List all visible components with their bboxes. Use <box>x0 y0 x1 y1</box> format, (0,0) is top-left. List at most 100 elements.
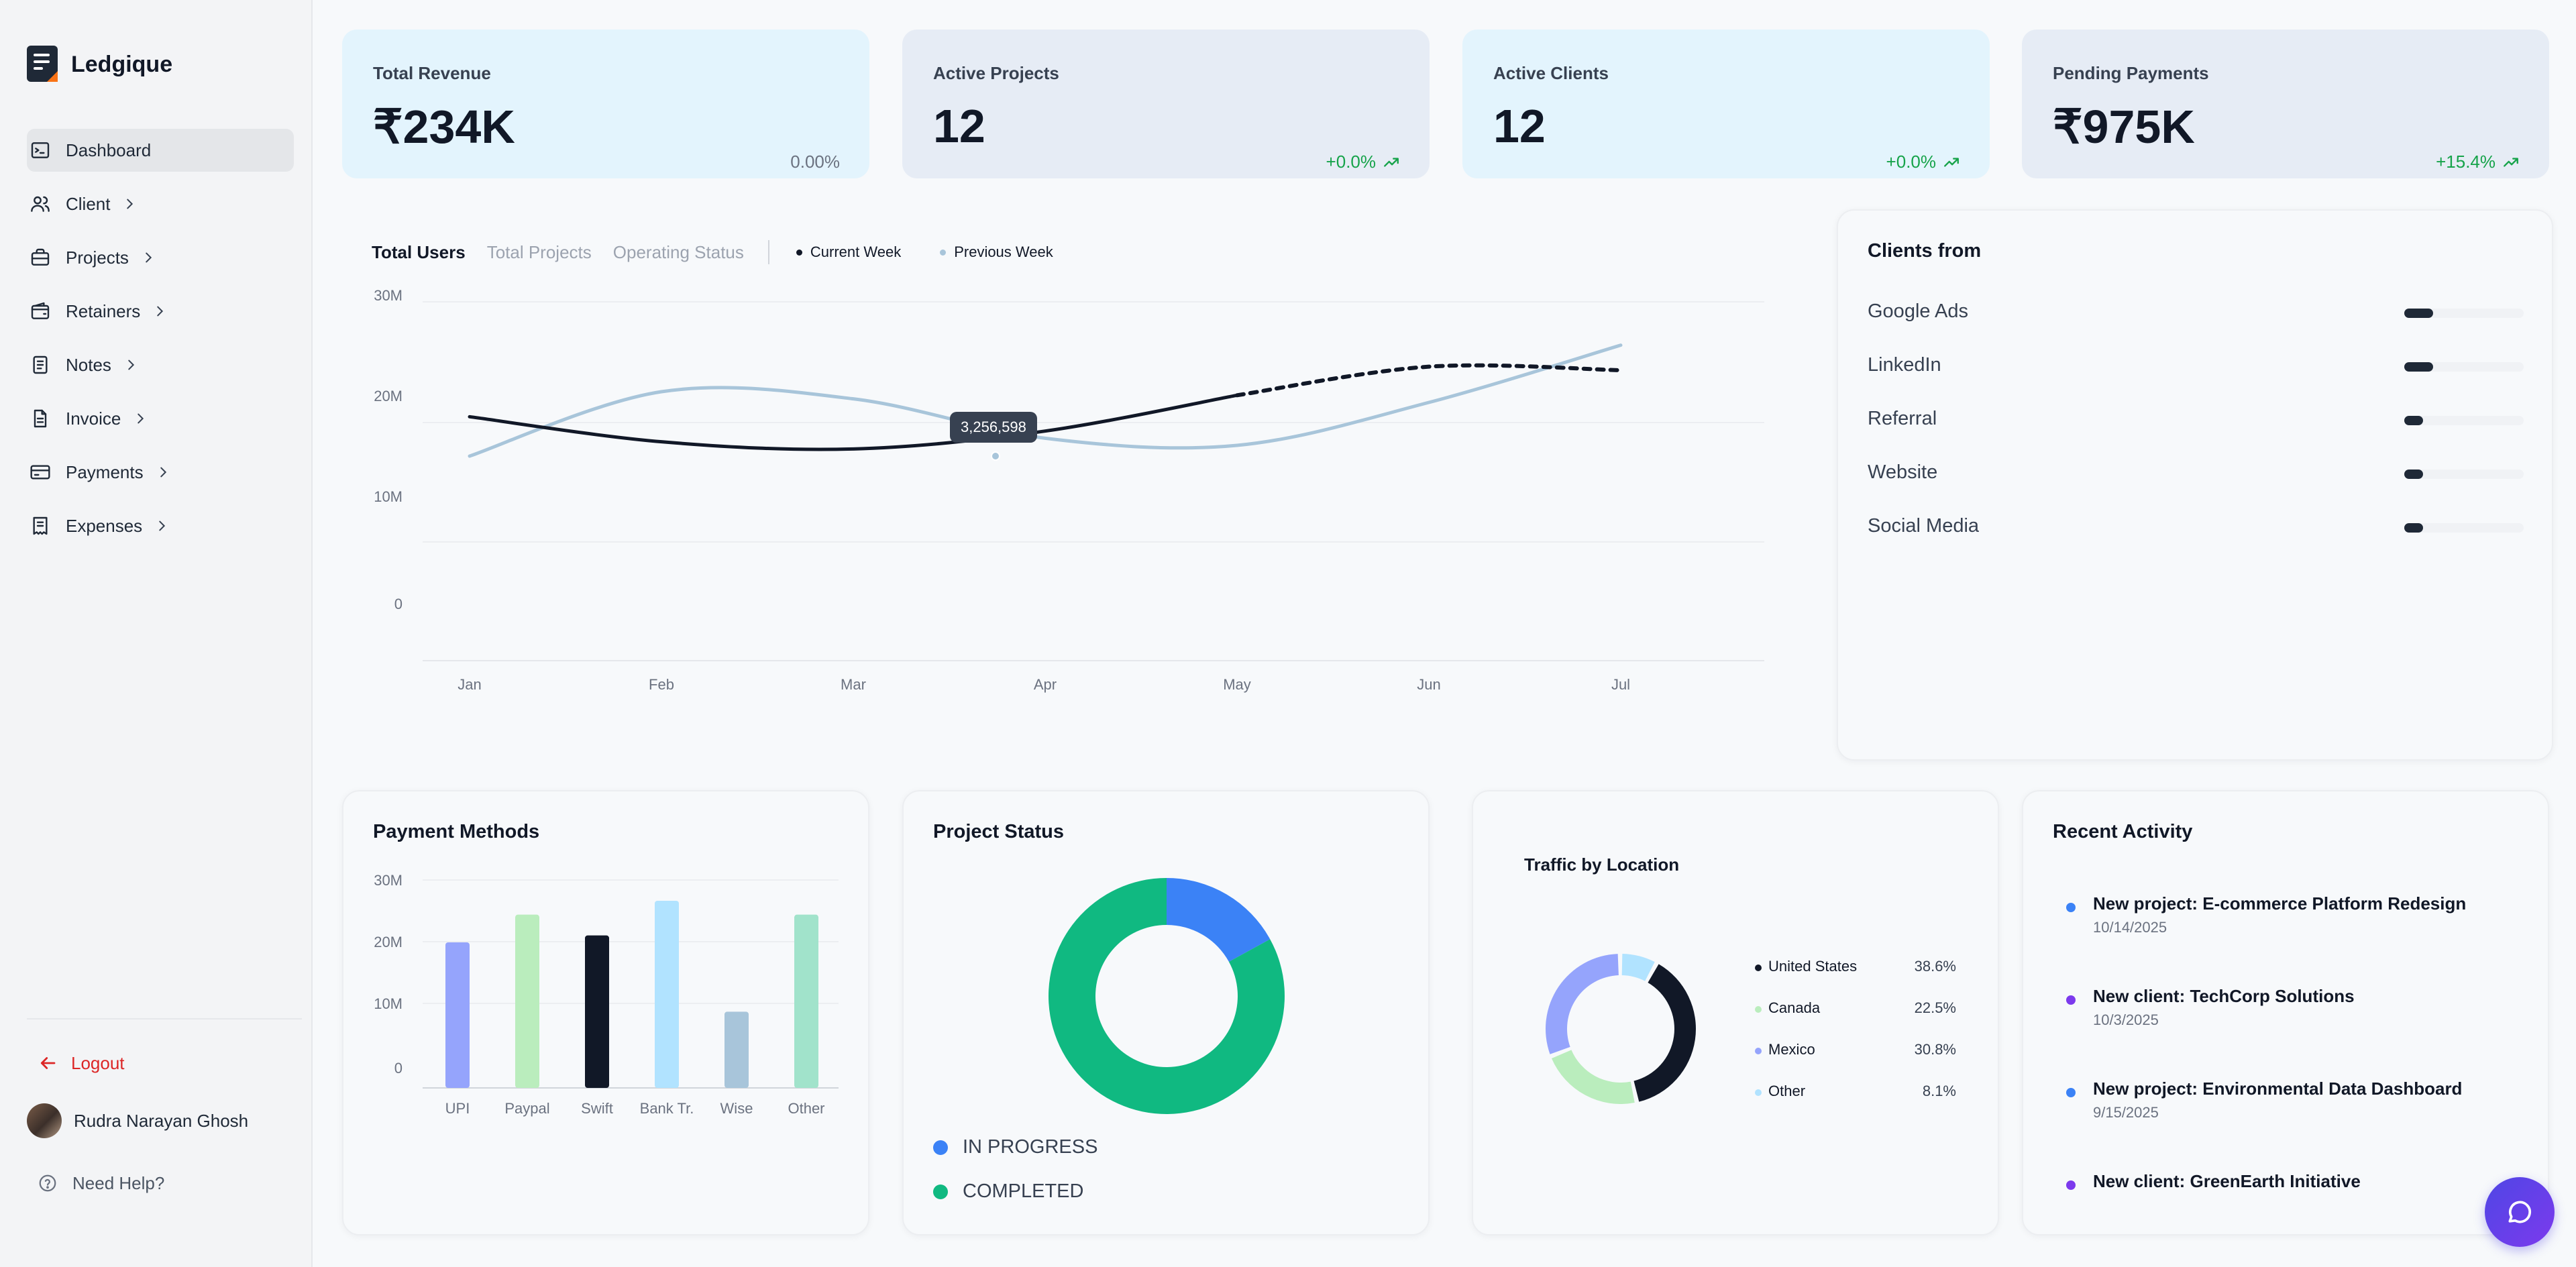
stat-label: Active Clients <box>1493 63 1609 83</box>
activity-title: New project: E-commerce Platform Redesig… <box>2093 893 2467 914</box>
sidebar-item-label: Retainers <box>66 300 141 321</box>
y-tick-label: 30M <box>374 287 402 304</box>
tab-divider <box>767 240 769 264</box>
source-row-linkedin: LinkedIn <box>1868 353 2524 380</box>
y-tick-label: 30M <box>374 872 402 889</box>
legend-completed: COMPLETED <box>933 1180 1083 1203</box>
sidebar-item-label: Invoice <box>66 408 121 429</box>
tab-operating-status[interactable]: Operating Status <box>612 241 744 262</box>
sidebar-item-dashboard[interactable]: Dashboard <box>27 129 294 172</box>
stat-card-total-revenue: Total Revenue ₹234K 0.00% <box>342 30 869 178</box>
source-bar-track <box>2404 470 2524 479</box>
x-tick-label: Feb <box>649 676 674 693</box>
sidebar-item-client[interactable]: Client <box>27 182 294 225</box>
x-tick-label: Jun <box>1417 676 1440 693</box>
source-row-social-media: Social Media <box>1868 514 2524 541</box>
source-label: Social Media <box>1868 515 1980 537</box>
recent-activity-title: Recent Activity <box>2053 821 2193 842</box>
sidebar-item-notes[interactable]: Notes <box>27 343 294 386</box>
stat-label: Pending Payments <box>2053 63 2209 83</box>
traffic-row-other: Other 8.1% <box>1755 1081 1956 1104</box>
stat-change: +0.0% <box>1326 152 1400 172</box>
source-label: LinkedIn <box>1868 354 1941 376</box>
source-bar-track <box>2404 523 2524 533</box>
series-current-week-projection <box>1235 363 1623 398</box>
stat-value: ₹234K <box>373 101 515 153</box>
bar-paypal <box>515 914 539 1088</box>
x-tick-label: UPI <box>445 1100 470 1117</box>
activity-date: 9/15/2025 <box>2093 1104 2159 1121</box>
project-status-card: Project Status IN PROGRESS COMPLETED <box>902 790 1430 1235</box>
bar-wise <box>724 1011 749 1088</box>
wallet-icon <box>31 302 50 319</box>
series-current-week <box>468 393 1239 451</box>
project-status-title: Project Status <box>933 821 1064 842</box>
source-row-website: Website <box>1868 460 2524 487</box>
help-label: Need Help? <box>72 1172 165 1193</box>
x-tick-label: Other <box>788 1100 824 1117</box>
sidebar-item-projects[interactable]: Projects <box>27 236 294 279</box>
source-bar-fill <box>2404 416 2424 425</box>
project-status-donut <box>1049 878 1285 1114</box>
app-logo[interactable]: Ledgique <box>27 46 172 83</box>
x-tick-label: Paypal <box>504 1100 549 1117</box>
users-icon <box>31 196 50 212</box>
donut-slice-united-states <box>1633 964 1696 1102</box>
chevron-right-icon <box>160 467 166 478</box>
y-tick-label: 0 <box>394 596 402 612</box>
source-bar-track <box>2404 309 2524 318</box>
y-tick-label: 10M <box>374 488 402 505</box>
x-tick-label: Jul <box>1611 676 1630 693</box>
activity-dot <box>2066 1180 2076 1190</box>
traffic-row-canada: Canada 22.5% <box>1755 998 1956 1021</box>
tab-total-projects[interactable]: Total Projects <box>486 241 592 262</box>
bar-bank-tr- <box>655 901 679 1088</box>
chevron-right-icon <box>159 520 166 531</box>
activity-title: New client: TechCorp Solutions <box>2093 986 2355 1006</box>
donut-slice-in-progress <box>1167 878 1271 962</box>
x-tick-label: Apr <box>1034 676 1057 693</box>
clients-from-title: Clients from <box>1868 240 1982 262</box>
source-bar-fill <box>2404 470 2424 479</box>
legend-previous-week: Previous Week <box>940 243 1053 261</box>
receipt-icon <box>33 516 48 535</box>
donut-slice-completed <box>1049 878 1285 1114</box>
user-profile[interactable]: Rudra Narayan Ghosh <box>27 1103 248 1139</box>
x-tick-label: Bank Tr. <box>640 1100 694 1117</box>
avatar <box>27 1103 62 1138</box>
logout-button[interactable]: Logout <box>38 1046 125 1080</box>
help-link[interactable]: Need Help? <box>38 1167 164 1199</box>
series-previous-week <box>468 343 1623 458</box>
legend-in-progress: IN PROGRESS <box>933 1136 1097 1158</box>
sidebar-item-expenses[interactable]: Expenses <box>27 504 294 547</box>
sidebar-item-payments[interactable]: Payments <box>27 451 294 494</box>
users-line-chart: 30M 20M 10M 0 Jan Feb Mar Apr May Jun Jul <box>374 287 1764 693</box>
donut-slice-other <box>1621 954 1655 981</box>
tab-total-users[interactable]: Total Users <box>372 241 466 262</box>
clients-from-card: Clients from Google Ads LinkedIn Referra… <box>1837 209 2553 761</box>
payment-methods-title: Payment Methods <box>373 821 540 842</box>
legend-dot <box>1755 1089 1762 1096</box>
logout-label: Logout <box>71 1052 125 1073</box>
traffic-title: Traffic by Location <box>1524 855 1680 875</box>
bar-swift <box>585 935 609 1088</box>
source-bar-track <box>2404 416 2524 425</box>
chat-button[interactable] <box>2485 1177 2555 1247</box>
user-name: Rudra Narayan Ghosh <box>74 1110 249 1131</box>
legend-current-week: Current Week <box>796 243 901 261</box>
donut-slice-mexico <box>1546 954 1619 1054</box>
y-tick-label: 0 <box>394 1060 402 1077</box>
legend-dot <box>940 249 947 256</box>
stat-card-pending-payments: Pending Payments ₹975K +15.4% <box>2022 30 2549 178</box>
stat-value: 12 <box>933 100 985 152</box>
source-label: Google Ads <box>1868 300 1968 322</box>
y-tick-label: 20M <box>374 934 402 950</box>
source-bar-track <box>2404 362 2524 372</box>
source-label: Referral <box>1868 408 1937 429</box>
sidebar-item-invoice[interactable]: Invoice <box>27 397 294 440</box>
trend-up-icon <box>1384 157 1399 167</box>
sidebar-item-retainers[interactable]: Retainers <box>27 290 294 333</box>
y-tick-label: 10M <box>374 995 402 1012</box>
activity-date: 10/14/2025 <box>2093 919 2167 936</box>
chevron-right-icon <box>127 199 133 209</box>
